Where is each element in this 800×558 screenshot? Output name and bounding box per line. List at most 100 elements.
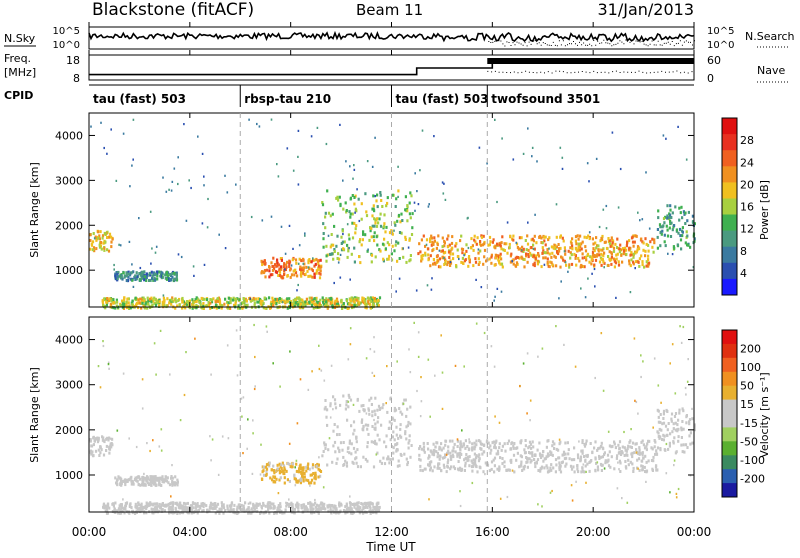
echo-cell xyxy=(317,463,320,467)
echo-cell xyxy=(350,424,353,428)
echo-cell xyxy=(338,433,341,436)
echo-cell xyxy=(325,415,328,419)
scatter-cell xyxy=(141,378,144,381)
echo-cell xyxy=(290,273,294,277)
scatter-cell xyxy=(532,247,535,250)
echo-cell xyxy=(475,454,478,458)
echo-cell xyxy=(356,465,360,469)
echo-cell xyxy=(475,465,478,469)
scatter-cell xyxy=(251,472,254,475)
echo-cell xyxy=(108,436,111,440)
echo-cell xyxy=(550,261,553,265)
echo-cell xyxy=(580,242,583,246)
echo-cell xyxy=(512,262,515,266)
echo-cell xyxy=(275,264,278,268)
echo-cell xyxy=(463,458,466,462)
echo-cell xyxy=(276,300,279,304)
echo-cell xyxy=(322,507,325,510)
echo-cell xyxy=(574,254,577,258)
echo-cell xyxy=(541,241,544,245)
echo-cell xyxy=(530,246,533,249)
echo-cell xyxy=(490,460,494,464)
echo-cell xyxy=(165,504,168,508)
echo-cell xyxy=(130,271,133,275)
echo-cell xyxy=(375,442,378,446)
echo-cell xyxy=(428,461,431,465)
echo-cell xyxy=(226,507,229,511)
echo-cell xyxy=(272,304,275,308)
echo-cell xyxy=(614,242,617,246)
echo-cell xyxy=(125,271,128,275)
echo-cell xyxy=(474,257,477,261)
echo-cell xyxy=(171,275,174,279)
echo-cell xyxy=(347,306,350,310)
echo-cell xyxy=(677,439,680,443)
echo-cell xyxy=(355,224,358,228)
echo-cell xyxy=(346,243,349,247)
echo-cell xyxy=(338,304,341,308)
echo-cell xyxy=(607,237,610,240)
echo-cell xyxy=(142,505,145,509)
echo-cell xyxy=(526,460,529,464)
scatter-cell xyxy=(506,495,509,499)
echo-cell xyxy=(427,247,430,251)
echo-cell xyxy=(589,442,592,445)
echo-cell xyxy=(623,249,626,253)
echo-cell xyxy=(494,246,497,250)
echo-cell xyxy=(540,465,544,469)
echo-cell xyxy=(594,258,598,262)
echo-cell xyxy=(297,503,300,507)
echo-cell xyxy=(373,409,376,413)
echo-cell xyxy=(272,480,275,484)
echo-cell xyxy=(285,300,288,304)
echo-cell xyxy=(641,451,644,455)
echo-cell xyxy=(154,297,157,301)
scatter-cell xyxy=(307,388,310,391)
echo-cell xyxy=(192,506,195,510)
echo-cell xyxy=(437,259,440,263)
echo-cell xyxy=(643,465,646,469)
echo-cell xyxy=(210,300,214,304)
scatter-cell xyxy=(320,369,323,372)
echo-cell xyxy=(546,466,549,470)
echo-cell xyxy=(158,476,161,480)
echo-cell xyxy=(254,504,257,508)
echo-cell xyxy=(298,467,301,471)
scatter-cell xyxy=(327,234,330,237)
echo-cell xyxy=(301,506,304,510)
echo-cell xyxy=(157,509,160,513)
echo-cell xyxy=(312,503,315,507)
echo-cell xyxy=(356,502,359,506)
echo-cell xyxy=(376,433,379,437)
echo-cell xyxy=(657,216,660,220)
scatter-cell xyxy=(427,205,430,208)
echo-cell xyxy=(314,302,317,306)
echo-cell xyxy=(513,442,516,445)
echo-cell xyxy=(515,458,518,462)
echo-cell xyxy=(151,274,154,278)
echo-cell xyxy=(103,246,106,250)
echo-cell xyxy=(379,193,382,197)
echo-cell xyxy=(419,458,422,462)
echo-cell xyxy=(387,457,390,461)
echo-cell xyxy=(607,264,610,267)
y-tick-label: 1000 xyxy=(55,469,83,482)
echo-cell xyxy=(355,440,358,444)
echo-cell xyxy=(473,452,476,456)
echo-cell xyxy=(638,247,641,251)
echo-cell xyxy=(269,273,272,277)
echo-cell xyxy=(270,261,273,265)
echo-cell xyxy=(476,470,479,474)
colorbar-swatch xyxy=(722,230,737,248)
echo-cell xyxy=(542,459,545,463)
echo-cell xyxy=(147,302,150,306)
echo-cell xyxy=(99,241,103,244)
echo-cell xyxy=(275,477,278,481)
scatter-cell xyxy=(109,437,112,440)
echo-cell xyxy=(624,248,628,252)
scatter-cell xyxy=(116,429,119,432)
echo-cell xyxy=(460,260,463,264)
echo-cell xyxy=(289,465,292,469)
echo-cell xyxy=(520,460,523,464)
echo-cell xyxy=(609,465,612,469)
